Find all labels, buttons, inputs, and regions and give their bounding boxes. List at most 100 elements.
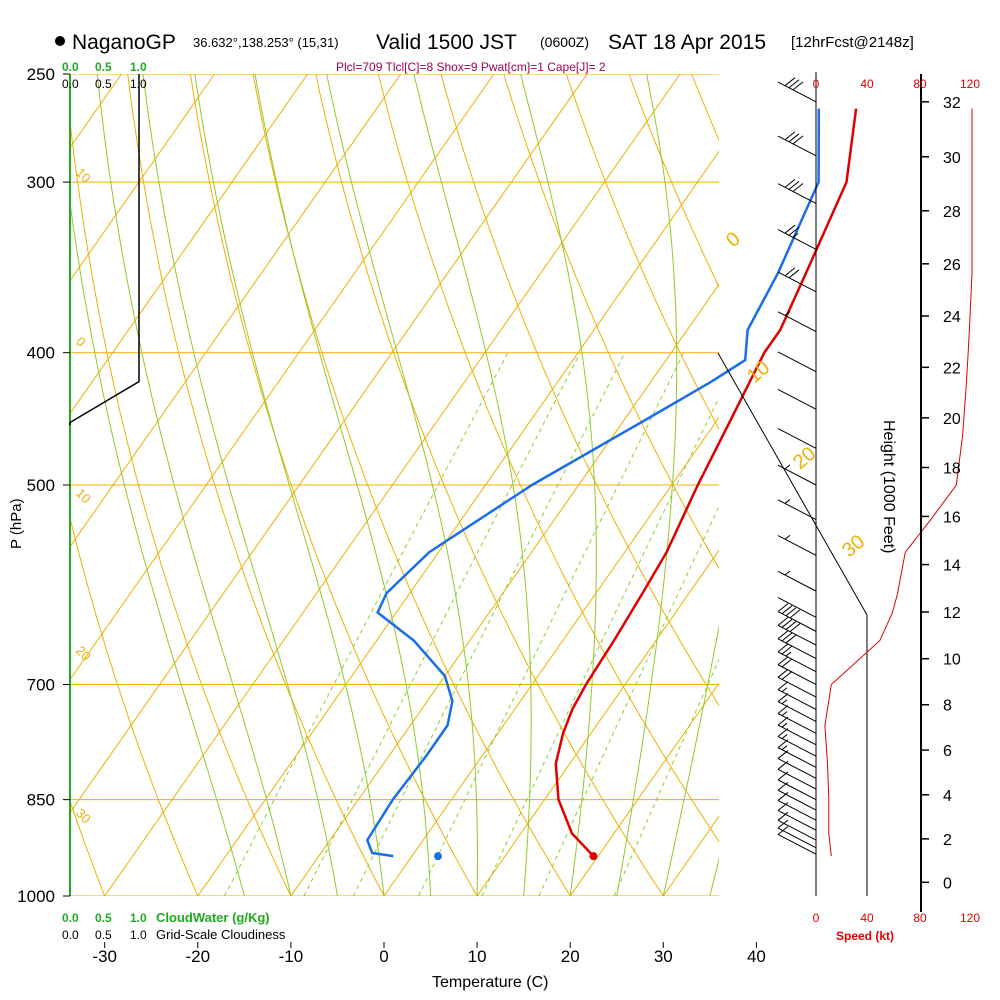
wind-barb-full bbox=[777, 811, 789, 821]
wind-barb-flag bbox=[778, 183, 786, 188]
height-label-12: 12 bbox=[943, 605, 961, 622]
height-label-18: 18 bbox=[943, 461, 961, 478]
height-label-20: 20 bbox=[943, 411, 961, 428]
wind-barb bbox=[777, 819, 817, 849]
speed-top-tick-40: 40 bbox=[860, 77, 874, 91]
wind-barb-full bbox=[777, 668, 789, 678]
wind-barb bbox=[777, 781, 817, 811]
dry-adiabat-30 bbox=[315, 74, 664, 896]
wind-barb-flag bbox=[778, 351, 786, 356]
cloudiness-bottom-tick-1: 0.5 bbox=[95, 928, 112, 942]
wind-barb-full bbox=[781, 658, 793, 668]
temperature-label-40: 40 bbox=[747, 947, 766, 966]
cloudwater-top-tick-1: 0.5 bbox=[95, 60, 112, 74]
cloudwater-bottom-tick-0: 0.0 bbox=[62, 911, 79, 925]
dry-adiabat--30 bbox=[70, 799, 106, 896]
wind-barb-full bbox=[777, 630, 789, 640]
isotherms bbox=[70, 74, 719, 896]
wind-barb-half bbox=[784, 534, 791, 540]
station-dot-icon bbox=[55, 36, 65, 46]
moist-adiabat-40 bbox=[756, 0, 1000, 896]
cloudiness-bottom-tick-0: 0.0 bbox=[62, 928, 79, 942]
mixing-ratio-label-20: 20 bbox=[608, 898, 630, 920]
wind-barb-full bbox=[788, 79, 800, 89]
wind-barb-full bbox=[788, 226, 800, 236]
wind-barb-half bbox=[781, 734, 788, 739]
wind-barb bbox=[777, 656, 817, 685]
wind-barb-staff bbox=[777, 736, 817, 757]
pressure-label-700: 700 bbox=[27, 676, 55, 695]
wind-barb-full bbox=[777, 760, 789, 770]
wind-barb-full bbox=[777, 739, 789, 749]
moist-adiabat-15 bbox=[413, 74, 532, 896]
dry-adiabat-20 bbox=[252, 74, 571, 896]
isotherm--10 bbox=[290, 283, 719, 896]
wind-barb-full bbox=[792, 183, 804, 192]
wind-barb bbox=[777, 388, 817, 410]
wind-barb bbox=[777, 750, 817, 779]
wind-barb bbox=[777, 705, 817, 734]
cloudwater-top-tick-2: 1.0 bbox=[130, 60, 147, 74]
wind-barb-staff bbox=[777, 464, 817, 486]
cloudiness-top-tick-1: 0.5 bbox=[95, 77, 112, 91]
cloudiness-top-tick-2: 1.0 bbox=[130, 77, 147, 91]
speed-line bbox=[824, 108, 973, 857]
wind-barb-staff bbox=[777, 135, 817, 157]
pressure-tick-labels: 250 300 400 500 700 850 1000 bbox=[17, 65, 70, 906]
wind-barb-flag bbox=[778, 82, 786, 87]
isotherm-10 bbox=[476, 549, 719, 896]
dry-adiabat--20 bbox=[70, 515, 199, 896]
moist-adiabat-20 bbox=[520, 74, 597, 896]
height-label-22: 22 bbox=[943, 360, 961, 377]
moist-adiabat--15 bbox=[70, 199, 245, 896]
wind-barb-full bbox=[784, 224, 796, 234]
speed-top-tick-120: 120 bbox=[960, 77, 980, 91]
wind-barb-flag bbox=[778, 465, 786, 470]
dry-adiabat-40 bbox=[377, 74, 719, 843]
wind-barb bbox=[777, 224, 817, 250]
wind-barb-half bbox=[784, 499, 791, 504]
wind-barb-full bbox=[789, 609, 801, 619]
wind-barb-flag bbox=[778, 535, 786, 540]
wind-barb bbox=[777, 681, 817, 710]
pressure-label-300: 300 bbox=[27, 173, 55, 192]
dewpoint-line bbox=[365, 108, 821, 858]
temperature-axis-label: Temperature (C) bbox=[432, 974, 548, 991]
temperature-label--30: -30 bbox=[92, 947, 117, 966]
wind-barb bbox=[777, 616, 817, 646]
mixing-ratio-3 bbox=[352, 352, 626, 896]
isotherm--20 bbox=[197, 150, 719, 896]
wind-barb bbox=[777, 267, 817, 293]
wind-barb bbox=[777, 693, 817, 722]
wind-barb-half bbox=[784, 311, 791, 316]
wind-barb-half bbox=[792, 232, 799, 238]
surface-dewpoint-dot bbox=[433, 852, 442, 861]
wind-barb bbox=[777, 428, 817, 449]
wind-barb-staff bbox=[777, 183, 817, 204]
cloudwater-bottom-tick-2: 1.0 bbox=[130, 911, 147, 925]
wind-barb-half bbox=[785, 651, 792, 657]
height-label-26: 26 bbox=[943, 257, 961, 274]
wind-barb bbox=[777, 728, 817, 757]
temperature-tick-labels: -30 -20 -10 0 10 20 30 40 bbox=[92, 942, 766, 966]
wind-barb-flag bbox=[778, 229, 786, 234]
title-bar: NaganoGP 36.632°,138.253° (15,31) Valid … bbox=[55, 31, 914, 74]
wind-barb-staff bbox=[777, 570, 817, 592]
wind-barb-full bbox=[777, 656, 789, 666]
wind-barb-staff bbox=[777, 834, 817, 855]
moist-adiabat-5 bbox=[254, 74, 432, 896]
wind-barb-staff bbox=[777, 271, 817, 293]
mixing-ratio-2 bbox=[303, 352, 581, 896]
wind-barb-half bbox=[781, 722, 788, 728]
wind-barbs bbox=[777, 77, 817, 855]
cloudwater-top-tick-0: 0.0 bbox=[62, 60, 79, 74]
wind-barb-flag bbox=[778, 311, 786, 316]
wind-barb bbox=[777, 351, 817, 373]
wind-barb-flag bbox=[778, 499, 786, 504]
wind-barb-half bbox=[784, 570, 791, 576]
wind-barb-full bbox=[777, 792, 789, 801]
station-coords: 36.632°,138.253° (15,31) bbox=[193, 35, 339, 50]
wind-barb-staff bbox=[777, 799, 817, 821]
